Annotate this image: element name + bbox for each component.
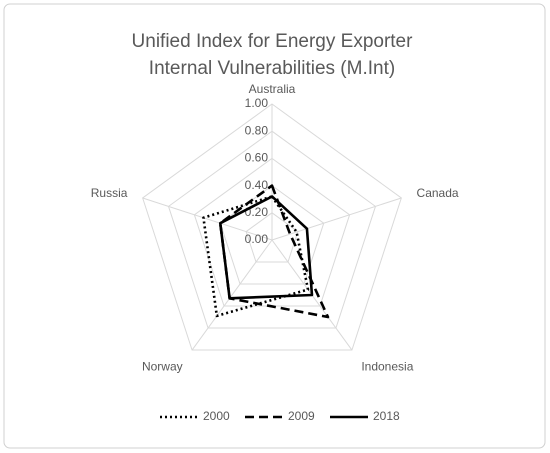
category-label: Australia bbox=[249, 82, 296, 96]
category-label: Norway bbox=[142, 360, 183, 374]
spoke bbox=[271, 197, 402, 241]
y-tick-label: 0.60 bbox=[245, 151, 269, 165]
category-label: Russia bbox=[91, 186, 128, 200]
y-tick-label: 0.80 bbox=[245, 123, 269, 137]
series-line bbox=[202, 195, 310, 318]
grid-line bbox=[142, 103, 402, 351]
legend-label: 2009 bbox=[288, 409, 315, 423]
y-tick-label: 0.40 bbox=[245, 178, 269, 192]
y-tick-label: 0.20 bbox=[245, 205, 269, 219]
chart-border bbox=[3, 3, 546, 449]
legend-label: 2018 bbox=[373, 409, 400, 423]
grid-line bbox=[167, 130, 377, 329]
chart-title: Internal Vulnerabilities (M.Int) bbox=[149, 58, 395, 79]
category-label: Indonesia bbox=[361, 360, 413, 374]
series-line bbox=[218, 184, 330, 319]
chart-title: Unified Index for Energy Exporter bbox=[132, 31, 414, 52]
category-label: Canada bbox=[417, 186, 459, 200]
legend-label: 2000 bbox=[203, 409, 230, 423]
y-tick-label: 1.00 bbox=[245, 96, 269, 110]
spoke bbox=[142, 197, 273, 241]
y-tick-label: 0.00 bbox=[245, 232, 269, 246]
grid-line bbox=[245, 212, 299, 263]
spoke bbox=[191, 239, 273, 351]
series-line bbox=[218, 195, 314, 300]
